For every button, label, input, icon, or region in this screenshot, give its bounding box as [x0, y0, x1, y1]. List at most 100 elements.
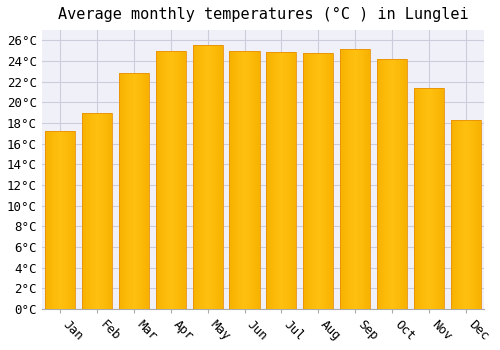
Bar: [396, 59, 397, 309]
Bar: [199, 44, 200, 309]
Bar: [343, 49, 344, 309]
Bar: [256, 51, 257, 309]
Bar: [329, 53, 330, 309]
Bar: [305, 53, 306, 309]
Bar: [194, 44, 195, 309]
Bar: [441, 88, 442, 309]
Bar: [58, 131, 59, 309]
Bar: [432, 88, 433, 309]
Bar: [242, 51, 244, 309]
Bar: [311, 53, 312, 309]
Bar: [322, 53, 323, 309]
Bar: [104, 113, 105, 309]
Bar: [279, 52, 280, 309]
Bar: [278, 52, 279, 309]
Bar: [286, 52, 287, 309]
Bar: [365, 49, 366, 309]
Bar: [345, 49, 346, 309]
Bar: [100, 113, 102, 309]
Bar: [389, 59, 390, 309]
Bar: [136, 74, 137, 309]
Bar: [284, 52, 285, 309]
Bar: [198, 44, 199, 309]
Bar: [53, 131, 54, 309]
Bar: [180, 51, 181, 309]
Bar: [453, 120, 454, 309]
Bar: [218, 44, 219, 309]
Bar: [436, 88, 438, 309]
Bar: [425, 88, 426, 309]
Bar: [259, 51, 260, 309]
Bar: [465, 120, 466, 309]
Bar: [306, 53, 307, 309]
Bar: [326, 53, 328, 309]
Bar: [402, 59, 403, 309]
Bar: [452, 120, 453, 309]
Bar: [202, 44, 203, 309]
Bar: [270, 52, 271, 309]
Bar: [309, 53, 310, 309]
Bar: [352, 49, 354, 309]
Bar: [450, 120, 451, 309]
Bar: [419, 88, 420, 309]
Bar: [183, 51, 184, 309]
Bar: [192, 44, 223, 309]
Bar: [430, 88, 431, 309]
Bar: [310, 53, 311, 309]
Title: Average monthly temperatures (°C ) in Lunglei: Average monthly temperatures (°C ) in Lu…: [58, 7, 469, 22]
Bar: [89, 113, 90, 309]
Bar: [82, 113, 112, 309]
Bar: [90, 113, 91, 309]
Bar: [471, 120, 472, 309]
Bar: [266, 52, 296, 309]
Bar: [478, 120, 479, 309]
Bar: [241, 51, 242, 309]
Bar: [120, 74, 122, 309]
Bar: [390, 59, 392, 309]
Bar: [406, 59, 407, 309]
Bar: [103, 113, 104, 309]
Bar: [232, 51, 233, 309]
Bar: [477, 120, 478, 309]
Bar: [93, 113, 94, 309]
Bar: [84, 113, 85, 309]
Bar: [132, 74, 134, 309]
Bar: [312, 53, 313, 309]
Bar: [479, 120, 480, 309]
Bar: [400, 59, 401, 309]
Bar: [356, 49, 357, 309]
Bar: [165, 51, 166, 309]
Bar: [98, 113, 99, 309]
Bar: [170, 51, 171, 309]
Bar: [427, 88, 428, 309]
Bar: [235, 51, 236, 309]
Bar: [414, 88, 444, 309]
Bar: [126, 74, 128, 309]
Bar: [167, 51, 168, 309]
Bar: [64, 131, 65, 309]
Bar: [289, 52, 290, 309]
Bar: [388, 59, 389, 309]
Bar: [357, 49, 358, 309]
Bar: [50, 131, 51, 309]
Bar: [282, 52, 283, 309]
Bar: [140, 74, 141, 309]
Bar: [355, 49, 356, 309]
Bar: [346, 49, 347, 309]
Bar: [378, 59, 380, 309]
Bar: [129, 74, 130, 309]
Bar: [248, 51, 249, 309]
Bar: [316, 53, 317, 309]
Bar: [108, 113, 109, 309]
Bar: [222, 44, 223, 309]
Bar: [272, 52, 273, 309]
Bar: [91, 113, 92, 309]
Bar: [157, 51, 158, 309]
Bar: [195, 44, 196, 309]
Bar: [172, 51, 173, 309]
Bar: [111, 113, 112, 309]
Bar: [422, 88, 423, 309]
Bar: [233, 51, 234, 309]
Bar: [213, 44, 214, 309]
Bar: [456, 120, 457, 309]
